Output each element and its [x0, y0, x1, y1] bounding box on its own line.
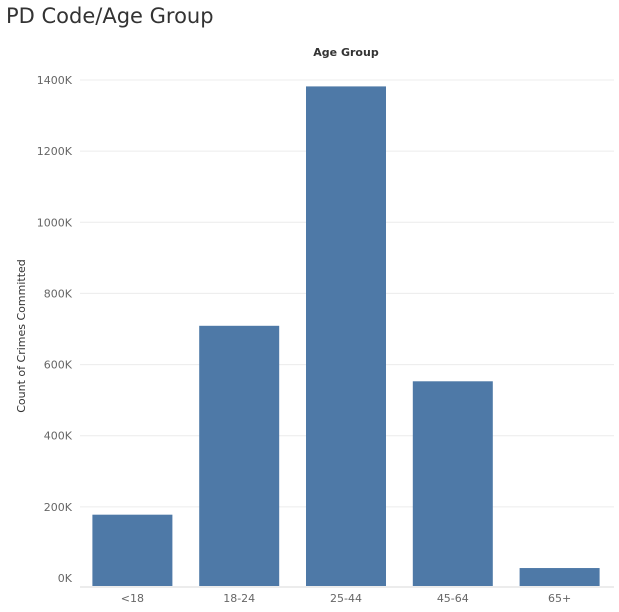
- chart-title: PD Code/Age Group: [6, 4, 214, 28]
- y-tick-label: 1200K: [37, 145, 73, 158]
- y-tick-label: 1400K: [37, 74, 73, 87]
- x-tick-label: 45-64: [437, 592, 469, 605]
- y-tick-label: 800K: [44, 287, 73, 300]
- bar-<18[interactable]: [92, 514, 173, 586]
- column-header: Age Group: [313, 46, 379, 59]
- x-tick-label: 65+: [548, 592, 571, 605]
- x-tick-label: <18: [121, 592, 144, 605]
- y-tick-label: 0K: [58, 572, 73, 585]
- y-tick-label: 600K: [44, 359, 73, 372]
- y-axis-ticks: 0K 200K 400K 600K 800K 1000K 1200K 1400K: [37, 74, 73, 585]
- x-tick-label: 25-44: [330, 592, 362, 605]
- bars: [92, 86, 600, 586]
- bar-18-24[interactable]: [199, 325, 280, 586]
- y-axis-title: Count of Crimes Committed: [15, 259, 28, 413]
- y-tick-label: 200K: [44, 501, 73, 514]
- bar-65+[interactable]: [519, 568, 600, 586]
- x-axis-ticks: <18 18-24 25-44 45-64 65+: [121, 592, 571, 605]
- x-tick-label: 18-24: [223, 592, 255, 605]
- bar-25-44[interactable]: [306, 86, 386, 586]
- y-tick-label: 1000K: [37, 216, 73, 229]
- bar-45-64[interactable]: [412, 381, 493, 586]
- y-tick-label: 400K: [44, 430, 73, 443]
